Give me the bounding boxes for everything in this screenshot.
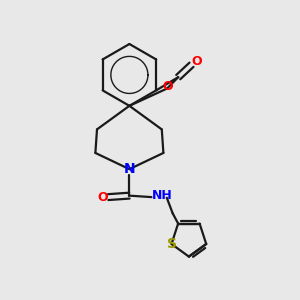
Text: O: O xyxy=(97,190,108,204)
Text: N: N xyxy=(124,162,135,176)
Text: O: O xyxy=(162,80,173,93)
Text: S: S xyxy=(167,237,176,251)
Text: O: O xyxy=(191,55,202,68)
Text: NH: NH xyxy=(152,189,172,202)
